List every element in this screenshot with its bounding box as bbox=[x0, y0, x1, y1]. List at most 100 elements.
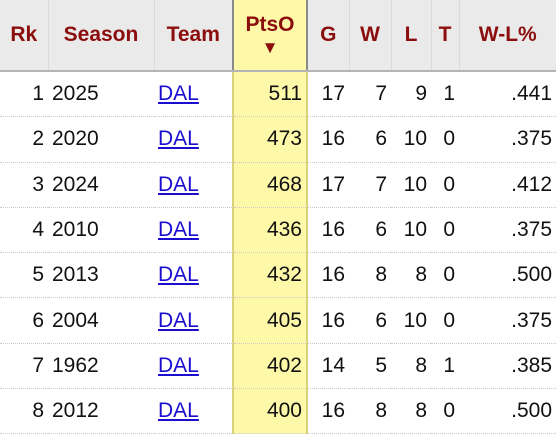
cell-g: 16 bbox=[307, 207, 349, 254]
cell-t: 0 bbox=[431, 207, 459, 254]
cell-rk: 7 bbox=[0, 343, 48, 390]
sort-desc-icon: ▼ bbox=[261, 38, 279, 57]
table-row: 5 2013 DAL 432 16 8 8 0.500 bbox=[0, 252, 556, 299]
table-row: 1 2025 DAL 511 17 7 9 1.441 bbox=[0, 71, 556, 118]
cell-w: 6 bbox=[349, 207, 391, 254]
cell-ptso: 405 bbox=[232, 297, 308, 344]
cell-g: 14 bbox=[307, 343, 349, 390]
header-row: Rk Season Team PtsO ▼ G W L T W-L% bbox=[0, 0, 556, 72]
cell-l: 10 bbox=[391, 297, 431, 344]
cell-t: 0 bbox=[431, 297, 459, 344]
cell-wl-pct: .375 bbox=[459, 297, 556, 344]
cell-team: DAL bbox=[154, 116, 233, 163]
col-header-ptso[interactable]: PtsO ▼ bbox=[232, 0, 308, 72]
cell-team: DAL bbox=[154, 297, 233, 344]
table-body: 1 2025 DAL 511 17 7 9 1.441 2 2020 DAL 473 16 6 10 0.37… bbox=[0, 71, 556, 435]
table-row: 3 2024 DAL 468 17 7 10 0.412 bbox=[0, 162, 556, 208]
cell-t: 0 bbox=[431, 252, 459, 299]
cell-t: 0 bbox=[431, 116, 459, 163]
cell-w: 7 bbox=[349, 71, 391, 118]
cell-l: 10 bbox=[391, 162, 431, 208]
cell-team: DAL bbox=[154, 388, 233, 435]
cell-g: 17 bbox=[307, 71, 349, 118]
team-link[interactable]: DAL bbox=[158, 218, 199, 242]
col-header-w[interactable]: W bbox=[349, 0, 392, 72]
col-header-wl-pct[interactable]: W-L% bbox=[459, 0, 556, 72]
cell-g: 16 bbox=[307, 252, 349, 299]
cell-team: DAL bbox=[154, 162, 233, 208]
cell-wl-pct: .500 bbox=[459, 388, 556, 435]
cell-wl-pct: .412 bbox=[459, 162, 556, 208]
cell-l: 9 bbox=[391, 71, 431, 118]
cell-rk: 2 bbox=[0, 116, 48, 163]
cell-wl-pct: .375 bbox=[459, 116, 556, 163]
cell-g: 16 bbox=[307, 116, 349, 163]
col-header-t[interactable]: T bbox=[431, 0, 460, 72]
cell-rk: 4 bbox=[0, 207, 48, 254]
cell-t: 0 bbox=[431, 162, 459, 208]
cell-g: 16 bbox=[307, 297, 349, 344]
cell-team: DAL bbox=[154, 343, 233, 390]
cell-w: 6 bbox=[349, 297, 391, 344]
table-row: 2 2020 DAL 473 16 6 10 0.375 bbox=[0, 116, 556, 163]
cell-rk: 5 bbox=[0, 252, 48, 299]
cell-rk: 1 bbox=[0, 71, 48, 118]
cell-l: 8 bbox=[391, 388, 431, 435]
table-row: 6 2004 DAL 405 16 6 10 0.375 bbox=[0, 297, 556, 344]
cell-g: 16 bbox=[307, 388, 349, 435]
cell-season: 2013 bbox=[48, 252, 154, 299]
cell-g: 17 bbox=[307, 162, 349, 208]
cell-t: 0 bbox=[431, 388, 459, 435]
cell-w: 8 bbox=[349, 388, 391, 435]
cell-wl-pct: .441 bbox=[459, 71, 556, 118]
cell-rk: 6 bbox=[0, 297, 48, 344]
cell-ptso: 402 bbox=[232, 343, 308, 390]
col-header-team[interactable]: Team bbox=[154, 0, 234, 72]
cell-ptso: 432 bbox=[232, 252, 308, 299]
cell-ptso: 511 bbox=[232, 71, 308, 118]
cell-w: 5 bbox=[349, 343, 391, 390]
col-header-l[interactable]: L bbox=[391, 0, 432, 72]
cell-wl-pct: .385 bbox=[459, 343, 556, 390]
cell-season: 2004 bbox=[48, 297, 154, 344]
cell-rk: 3 bbox=[0, 162, 48, 208]
cell-l: 8 bbox=[391, 252, 431, 299]
col-header-ptso-label: PtsO bbox=[245, 13, 295, 36]
cell-t: 1 bbox=[431, 71, 459, 118]
cell-ptso: 436 bbox=[232, 207, 308, 254]
team-link[interactable]: DAL bbox=[158, 127, 199, 151]
cell-season: 1962 bbox=[48, 343, 154, 390]
cell-season: 2020 bbox=[48, 116, 154, 163]
cell-season: 2025 bbox=[48, 71, 154, 118]
cell-l: 10 bbox=[391, 207, 431, 254]
cell-season: 2010 bbox=[48, 207, 154, 254]
cell-w: 6 bbox=[349, 116, 391, 163]
cell-ptso: 473 bbox=[232, 116, 308, 163]
team-link[interactable]: DAL bbox=[158, 172, 199, 196]
cell-ptso: 400 bbox=[232, 388, 308, 435]
cell-ptso: 468 bbox=[232, 162, 308, 208]
cell-w: 8 bbox=[349, 252, 391, 299]
cell-w: 7 bbox=[349, 162, 391, 208]
cell-team: DAL bbox=[154, 71, 233, 118]
cell-wl-pct: .375 bbox=[459, 207, 556, 254]
team-link[interactable]: DAL bbox=[158, 399, 199, 423]
col-header-season[interactable]: Season bbox=[48, 0, 155, 72]
col-header-g[interactable]: G bbox=[307, 0, 350, 72]
cell-season: 2024 bbox=[48, 162, 154, 208]
cell-team: DAL bbox=[154, 207, 233, 254]
cell-wl-pct: .500 bbox=[459, 252, 556, 299]
cell-l: 10 bbox=[391, 116, 431, 163]
table-row: 8 2012 DAL 400 16 8 8 0.500 bbox=[0, 388, 556, 435]
cell-l: 8 bbox=[391, 343, 431, 390]
col-header-rk[interactable]: Rk bbox=[0, 0, 49, 72]
team-link[interactable]: DAL bbox=[158, 263, 199, 287]
team-link[interactable]: DAL bbox=[158, 82, 199, 106]
team-link[interactable]: DAL bbox=[158, 308, 199, 332]
cell-rk: 8 bbox=[0, 388, 48, 435]
table-row: 7 1962 DAL 402 14 5 8 1.385 bbox=[0, 343, 556, 390]
team-link[interactable]: DAL bbox=[158, 353, 199, 377]
cell-team: DAL bbox=[154, 252, 233, 299]
cell-season: 2012 bbox=[48, 388, 154, 435]
